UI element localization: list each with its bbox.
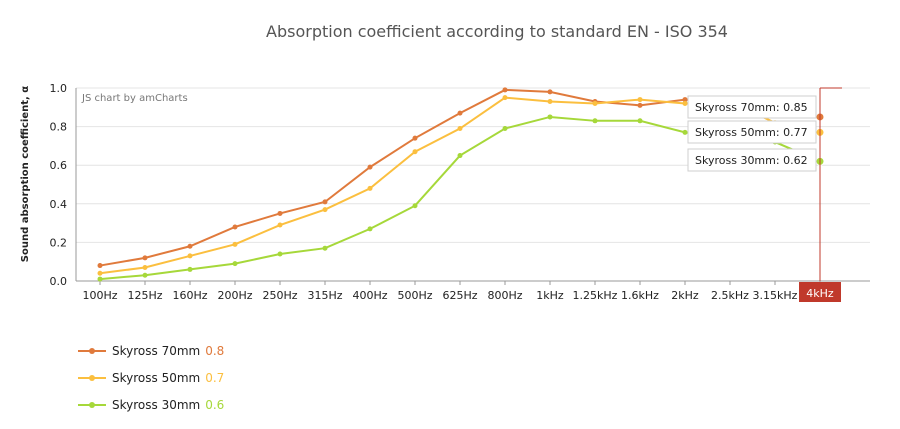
x-cursor-label-bg [799, 282, 841, 302]
legend-label: Skyross 30mm [112, 398, 201, 412]
data-point [412, 135, 418, 141]
legend-value: 0.7 [205, 371, 225, 385]
legend-value: 0.8 [205, 344, 225, 358]
tooltip-text: Skyross 30mm: 0.62 [695, 154, 808, 167]
y-tick-label: 1.0 [50, 82, 68, 95]
data-point [277, 210, 283, 216]
data-point [457, 126, 463, 132]
data-point [97, 276, 103, 282]
x-tick-label: 400Hz [352, 289, 387, 302]
x-tick-label: 500Hz [397, 289, 432, 302]
data-point [367, 185, 373, 191]
x-tick-label: 1.25kHz [573, 289, 618, 302]
data-point [367, 164, 373, 170]
x-tick-label: 1kHz [536, 289, 564, 302]
y-axis-title: Sound absorption coefficient, α [20, 86, 31, 262]
legend-marker [78, 346, 106, 356]
x-tick-label: 1.6kHz [621, 289, 659, 302]
data-point [187, 243, 193, 249]
data-point [322, 245, 328, 251]
y-tick-label: 0.4 [50, 198, 68, 211]
data-point [187, 253, 193, 259]
legend-marker [78, 373, 106, 383]
data-point [97, 270, 103, 276]
x-tick-label: 160Hz [172, 289, 207, 302]
data-point [502, 87, 508, 93]
data-point [232, 241, 238, 247]
legend-marker [78, 400, 106, 410]
legend-item-skyross-50mm[interactable]: Skyross 50mm 0.7 [78, 371, 224, 385]
legend-label: Skyross 50mm [112, 371, 201, 385]
data-point [592, 100, 598, 106]
data-point [682, 129, 688, 135]
x-tick-label: 4kHz [806, 287, 834, 300]
data-point [142, 264, 148, 270]
tooltip-box [687, 148, 817, 172]
x-tick-label: 2.5kHz [711, 289, 749, 302]
x-tick-label: 200Hz [217, 289, 252, 302]
tooltip-text: Skyross 70mm: 0.85 [695, 101, 808, 114]
data-point [457, 153, 463, 159]
tooltip-box [687, 120, 817, 144]
y-tick-label: 0.8 [50, 121, 68, 134]
x-tick-label: 125Hz [127, 289, 162, 302]
chart-title: Absorption coefficient according to stan… [266, 22, 728, 41]
data-point [277, 222, 283, 228]
data-point [277, 251, 283, 257]
data-point [232, 261, 238, 267]
y-tick-label: 0.6 [50, 159, 68, 172]
data-point [412, 203, 418, 209]
x-tick-label: 100Hz [82, 289, 117, 302]
data-point [682, 100, 688, 106]
tooltip-text: Skyross 50mm: 0.77 [695, 126, 808, 139]
data-point [457, 110, 463, 116]
data-point [322, 199, 328, 205]
data-point [682, 97, 688, 103]
legend-value: 0.6 [205, 398, 225, 412]
tooltip-box [687, 95, 817, 119]
data-point [592, 118, 598, 124]
data-point [367, 226, 373, 232]
x-tick-label: 625Hz [442, 289, 477, 302]
data-point [322, 207, 328, 213]
legend-item-skyross-30mm[interactable]: Skyross 30mm 0.6 [78, 398, 224, 412]
x-tick-label: 3.15kHz [753, 289, 798, 302]
x-tick-label: 2kHz [671, 289, 699, 302]
x-tick-label: 315Hz [307, 289, 342, 302]
data-point [187, 266, 193, 272]
x-tick-label: 800Hz [487, 289, 522, 302]
data-point [547, 89, 553, 95]
data-point [547, 99, 553, 105]
data-point [637, 118, 643, 124]
data-point [502, 126, 508, 132]
data-point [142, 272, 148, 278]
data-point [412, 149, 418, 155]
y-tick-label: 0.0 [50, 275, 68, 288]
data-point [232, 224, 238, 230]
data-point [97, 263, 103, 269]
watermark: JS chart by amCharts [81, 93, 188, 104]
y-tick-label: 0.2 [50, 236, 68, 249]
legend-label: Skyross 70mm [112, 344, 201, 358]
x-tick-label: 250Hz [262, 289, 297, 302]
data-point [502, 95, 508, 101]
legend-item-skyross-70mm[interactable]: Skyross 70mm 0.8 [78, 344, 224, 358]
data-point [637, 97, 643, 103]
data-point [142, 255, 148, 261]
data-point [547, 114, 553, 120]
data-point [637, 102, 643, 108]
